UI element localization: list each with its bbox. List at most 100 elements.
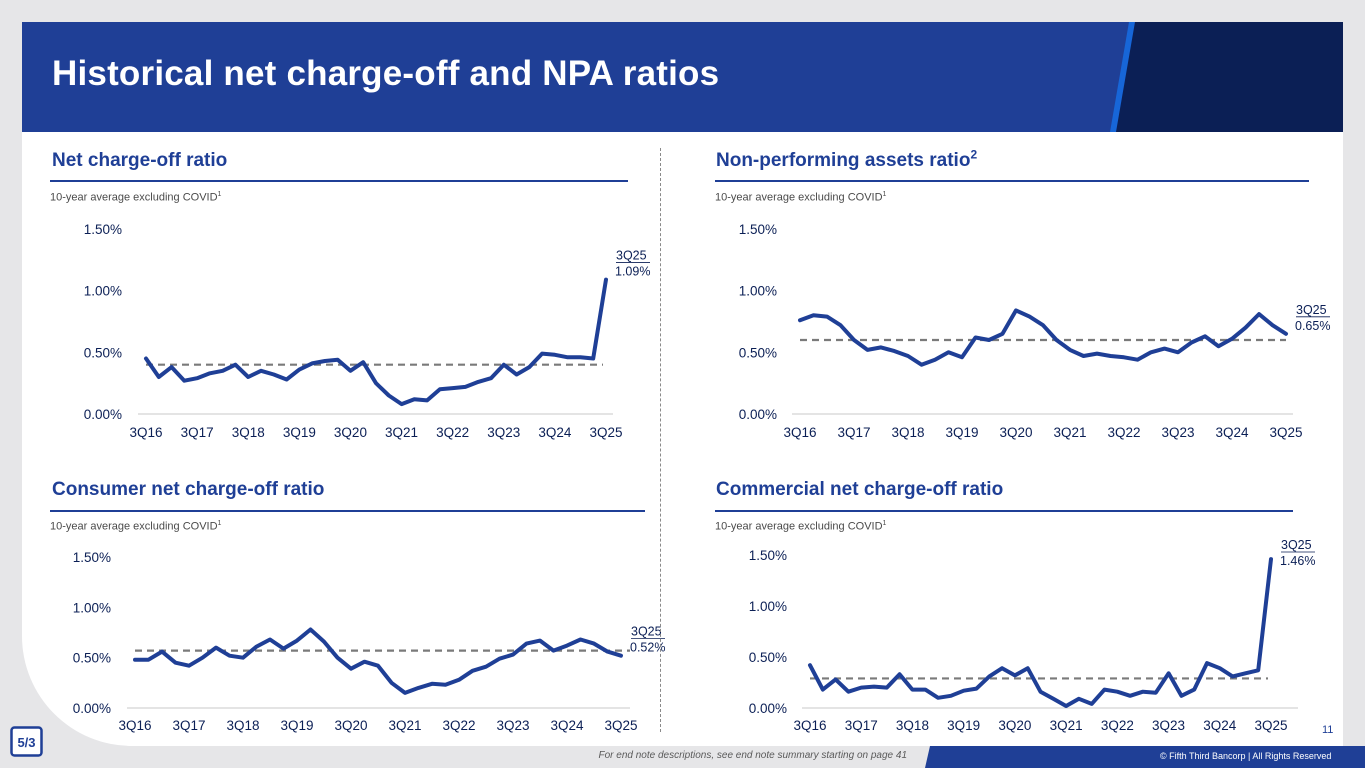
x-tick-label: 3Q18 <box>896 718 929 733</box>
title-underline <box>50 180 628 182</box>
x-tick-label: 3Q23 <box>1161 425 1194 440</box>
callout-value: 0.65% <box>1295 319 1330 333</box>
x-tick-label: 3Q25 <box>589 425 622 440</box>
x-tick-label: 3Q21 <box>1050 718 1083 733</box>
commercial-nco-chart: 0.00% 0.50% 1.00% 1.50% 3Q16 3Q17 3Q18 3Q19 3Q20… <box>749 538 1316 733</box>
x-tick-label: 3Q25 <box>604 718 637 733</box>
title-underline <box>50 510 645 512</box>
callout-period: 3Q25 <box>631 625 662 639</box>
x-tick-label: 3Q25 <box>1269 425 1302 440</box>
callout-value: 1.46% <box>1280 554 1315 568</box>
net-charge-off-chart: 0.00% 0.50% 1.00% 1.50% 3Q16 3Q17 3Q18 3Q19 3Q20… <box>84 222 651 440</box>
chart-title-commercial-nco: Commercial net charge-off ratio <box>716 479 1003 501</box>
chart-title-npa: Non-performing assets ratio2 <box>716 147 978 172</box>
x-tick-label: 3Q19 <box>280 718 313 733</box>
y-tick-label: 1.00% <box>73 600 111 615</box>
chart-subtitle: 10-year average excluding COVID1 <box>50 520 221 533</box>
x-tick-label: 3Q16 <box>793 718 826 733</box>
subtitle-footnote-marker: 1 <box>217 520 222 527</box>
series-line <box>133 627 623 695</box>
footer-note: For end note descriptions, see end note … <box>598 750 907 761</box>
x-tick-label: 3Q17 <box>837 425 870 440</box>
banner-accent-stripe <box>1110 22 1135 132</box>
x-tick-label: 3Q18 <box>891 425 924 440</box>
x-tick-label: 3Q24 <box>550 718 584 733</box>
y-tick-label: 1.00% <box>84 284 122 299</box>
x-tick-label: 3Q24 <box>538 425 572 440</box>
title-footnote-marker: 2 <box>970 147 978 162</box>
logo-frame <box>10 726 43 757</box>
callout-period: 3Q25 <box>616 249 647 263</box>
y-tick-label: 1.00% <box>749 599 787 614</box>
y-tick-label: 0.50% <box>73 651 111 666</box>
chart-subtitle: 10-year average excluding COVID1 <box>50 191 221 204</box>
x-tick-label: 3Q16 <box>129 425 162 440</box>
chart-subtitle: 10-year average excluding COVID1 <box>715 520 886 533</box>
x-tick-label: 3Q23 <box>1152 718 1185 733</box>
page-title: Historical net charge-off and NPA ratios <box>52 54 720 93</box>
x-tick-label: 3Q18 <box>232 425 265 440</box>
x-tick-label: 3Q16 <box>118 718 151 733</box>
x-tick-label: 3Q18 <box>226 718 259 733</box>
chart-title-consumer-nco: Consumer net charge-off ratio <box>52 479 324 501</box>
x-tick-label: 3Q19 <box>945 425 978 440</box>
title-banner: Historical net charge-off and NPA ratios <box>22 22 1343 132</box>
x-tick-label: 3Q23 <box>487 425 520 440</box>
x-tick-label: 3Q22 <box>1107 425 1140 440</box>
x-tick-label: 3Q20 <box>999 425 1032 440</box>
x-tick-label: 3Q19 <box>283 425 316 440</box>
x-tick-label: 3Q19 <box>947 718 980 733</box>
npa-chart: 0.00% 0.50% 1.00% 1.50% 3Q16 3Q17 3Q18 3Q19 3Q20… <box>739 222 1331 440</box>
callout-period: 3Q25 <box>1296 303 1327 317</box>
y-tick-label: 0.50% <box>84 345 122 360</box>
x-tick-label: 3Q21 <box>385 425 418 440</box>
y-tick-label: 0.00% <box>84 407 122 422</box>
x-tick-label: 3Q23 <box>496 718 529 733</box>
y-tick-label: 0.00% <box>749 701 787 716</box>
y-tick-label: 1.00% <box>739 284 777 299</box>
footer-blue-band <box>925 746 1365 768</box>
chart-title-net-charge-off: Net charge-off ratio <box>52 150 227 172</box>
subtitle-text: 10-year average excluding COVID <box>715 191 883 204</box>
fifth-third-logo-icon[interactable]: 5/3 <box>10 726 43 757</box>
x-tick-label: 3Q22 <box>1101 718 1134 733</box>
subtitle-footnote-marker: 1 <box>217 191 222 198</box>
subtitle-text: 10-year average excluding COVID <box>50 191 218 204</box>
y-tick-label: 0.50% <box>739 345 777 360</box>
subtitle-footnote-marker: 1 <box>882 520 887 527</box>
y-tick-label: 0.00% <box>739 407 777 422</box>
series-line <box>144 277 608 407</box>
x-tick-label: 3Q22 <box>442 718 475 733</box>
banner-background <box>22 22 1343 132</box>
panel-divider <box>660 148 661 732</box>
chart-title-text: Commercial net charge-off ratio <box>716 479 1004 500</box>
y-tick-label: 1.50% <box>739 222 777 237</box>
x-tick-label: 3Q20 <box>334 425 367 440</box>
series-line <box>798 308 1288 367</box>
chart-title-text: Consumer net charge-off ratio <box>52 479 325 500</box>
x-tick-label: 3Q20 <box>998 718 1031 733</box>
subtitle-footnote-marker: 1 <box>882 191 887 198</box>
copyright: © Fifth Third Bancorp | All Rights Reser… <box>1160 751 1332 761</box>
y-tick-label: 1.50% <box>84 222 122 237</box>
x-tick-label: 3Q17 <box>172 718 205 733</box>
callout-value: 1.09% <box>615 265 650 279</box>
x-tick-label: 3Q17 <box>181 425 214 440</box>
subtitle-text: 10-year average excluding COVID <box>715 520 883 533</box>
page-number: 11 <box>1322 724 1334 736</box>
x-tick-label: 3Q22 <box>436 425 469 440</box>
x-tick-label: 3Q24 <box>1203 718 1237 733</box>
chart-subtitle: 10-year average excluding COVID1 <box>715 191 886 204</box>
y-tick-label: 0.00% <box>73 701 111 716</box>
callout-period: 3Q25 <box>1281 538 1312 552</box>
title-underline <box>715 510 1293 512</box>
consumer-nco-chart: 0.00% 0.50% 1.00% 1.50% 3Q16 3Q17 3Q18 3Q19 3Q20… <box>73 550 666 733</box>
y-tick-label: 1.50% <box>749 548 787 563</box>
banner-navy-area <box>1115 22 1343 132</box>
x-tick-label: 3Q21 <box>388 718 421 733</box>
footer-bar <box>925 746 1365 768</box>
x-tick-label: 3Q17 <box>845 718 878 733</box>
x-tick-label: 3Q24 <box>1215 425 1249 440</box>
callout-value: 0.52% <box>630 641 665 655</box>
series-line <box>808 557 1273 708</box>
